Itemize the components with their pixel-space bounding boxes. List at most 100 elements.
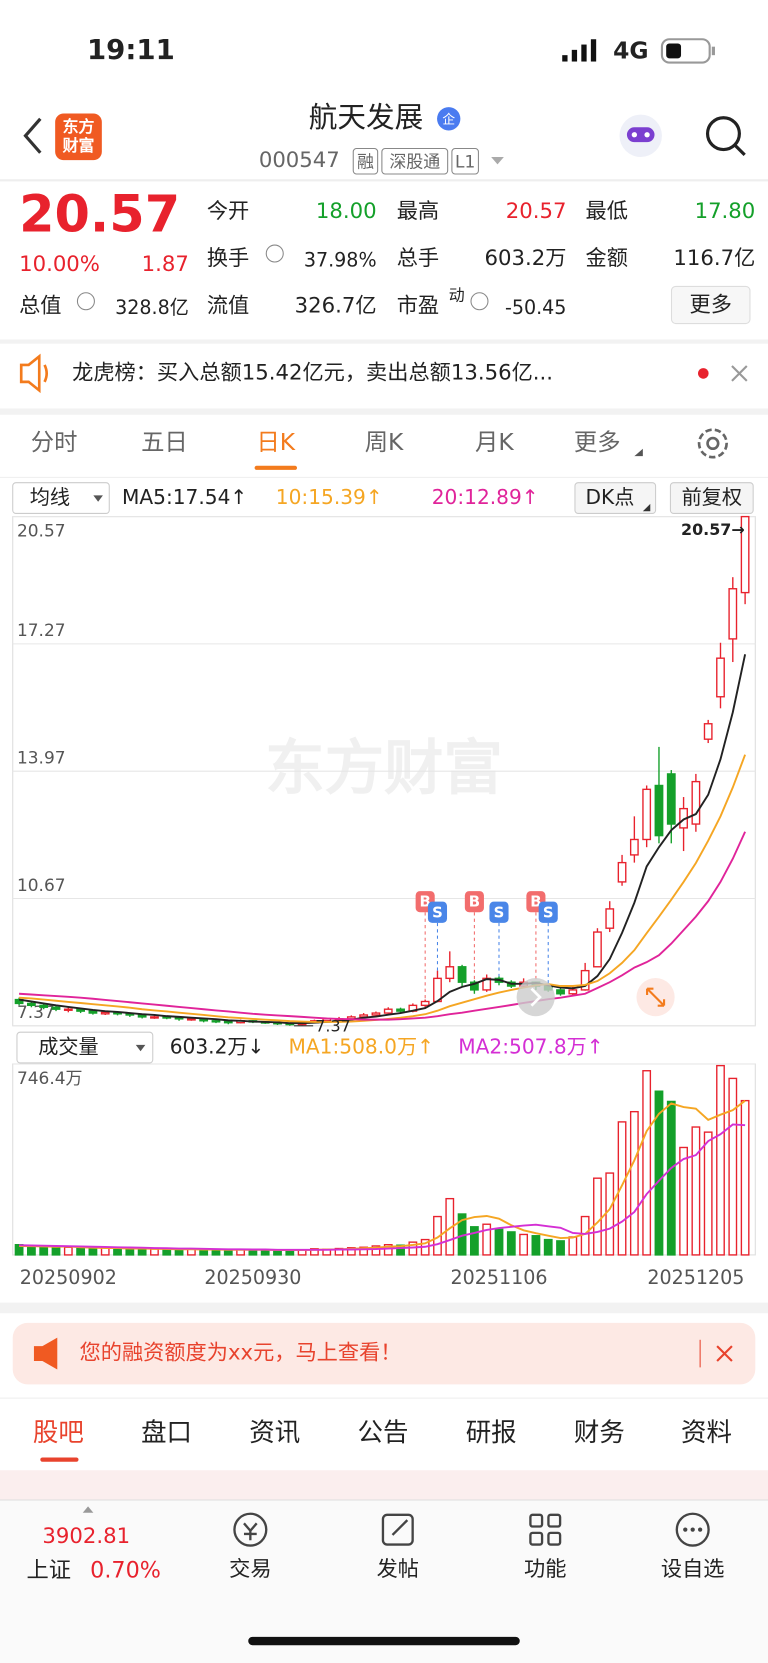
volume-bar [223, 1249, 233, 1256]
candle-body [457, 966, 467, 983]
app-logo [55, 113, 102, 161]
candle-body [445, 966, 455, 980]
info-tab[interactable]: 财务 [574, 1418, 625, 1448]
legend-ma20: 20:12.89↑ [432, 485, 539, 509]
scroll-arrow [530, 987, 542, 1007]
chart-tab[interactable]: 周K [365, 428, 404, 456]
chart-tab[interactable]: 分时 [31, 428, 78, 456]
low-label: 7.37 [315, 1016, 350, 1035]
footer-action[interactable]: 功能 [524, 1557, 566, 1582]
dropdown[interactable] [491, 156, 504, 165]
status-time: 19:11 [87, 33, 175, 66]
volume-bar [494, 1228, 504, 1256]
info-tab[interactable]: 研报 [466, 1418, 517, 1448]
field-sup: 动 [449, 285, 465, 304]
volume-bar [679, 1146, 688, 1256]
candle-body [568, 989, 578, 995]
candle-body [211, 1020, 221, 1023]
info-tab[interactable]: 公告 [358, 1418, 409, 1448]
footer-icons [233, 1512, 710, 1547]
volume-bar [666, 1100, 676, 1256]
volume-bar [310, 1248, 319, 1256]
chart-tab-active[interactable]: 日K [256, 428, 295, 456]
candle-body [14, 998, 24, 1005]
candle-body [223, 1020, 233, 1024]
info-icon[interactable] [265, 244, 284, 263]
signal-label: B [469, 893, 480, 911]
candle-body [469, 981, 479, 991]
candle-body [396, 1008, 405, 1012]
info-tab[interactable]: 资料 [681, 1418, 732, 1448]
volume-selector-label: 成交量 [38, 1035, 98, 1059]
back-button[interactable] [23, 117, 42, 154]
signal-label: B [530, 893, 541, 911]
more-button[interactable] [670, 285, 751, 325]
chart-tab[interactable]: 五日 [141, 428, 188, 456]
notice-text[interactable]: 龙虎榜：买入总额15.42亿元，卖出总额13.56亿... [72, 360, 553, 385]
candle-body [728, 588, 738, 640]
volume-bar [691, 1126, 701, 1256]
assistant-avatar[interactable] [619, 114, 662, 157]
index-change: 0.70% [90, 1558, 161, 1584]
expand-arrow[interactable] [82, 1506, 94, 1513]
field-value: 603.2万 [485, 246, 567, 271]
y-tick-label: 20.57 [17, 521, 66, 541]
dk-label: DK点 [586, 485, 635, 509]
volume-bar [125, 1248, 135, 1256]
info-tab[interactable]: 资讯 [249, 1418, 300, 1448]
y-tick-label: 10.67 [17, 876, 66, 896]
volume-bar [556, 1240, 565, 1256]
feed-strip [0, 1470, 768, 1503]
volume-bar [568, 1236, 578, 1256]
volume-bar [605, 1172, 615, 1256]
candle-body [371, 1012, 381, 1016]
close-button[interactable] [731, 365, 748, 382]
field-label: 最高 [397, 199, 439, 224]
y-tick-label: 13.97 [17, 748, 66, 768]
promo-icon [33, 1337, 58, 1370]
percent: 10.00% [19, 252, 100, 277]
settings-icon[interactable] [697, 428, 728, 459]
index-value[interactable]: 3902.81 [42, 1524, 130, 1549]
footer-action[interactable]: 设自选 [661, 1557, 725, 1582]
volume-bar [113, 1248, 122, 1256]
info-tab-active[interactable]: 股吧 [33, 1418, 84, 1448]
info-icon[interactable] [76, 292, 95, 311]
candle-body [629, 838, 639, 856]
footer-action[interactable]: 发帖 [377, 1557, 419, 1582]
stock-code: 000547 [259, 148, 340, 173]
volume-bar [396, 1244, 405, 1256]
info-icon[interactable] [470, 292, 489, 311]
candle-body [100, 1011, 110, 1015]
volume-bar [26, 1245, 36, 1256]
index-name: 上证 [27, 1558, 72, 1584]
volume-bar [39, 1246, 49, 1256]
candle-body [88, 1010, 98, 1014]
candle-body [593, 931, 602, 968]
info-tab[interactable]: 盘口 [141, 1418, 192, 1448]
adjust-button[interactable] [669, 482, 754, 514]
chart-tab[interactable]: 月K [475, 428, 514, 456]
search-button[interactable] [705, 116, 746, 157]
signal-icon [562, 39, 597, 62]
footer-action[interactable]: 交易 [229, 1557, 271, 1582]
volume-bar [88, 1247, 98, 1256]
ma-selector[interactable] [12, 482, 110, 514]
candle-body [605, 908, 615, 929]
dk-button[interactable] [574, 482, 657, 514]
field-value: 116.7亿 [673, 246, 755, 271]
battery-icon [660, 38, 715, 64]
candle-body [150, 1016, 159, 1019]
promo-close[interactable] [716, 1345, 733, 1362]
candle-body [666, 773, 676, 825]
field-value: 18.00 [316, 199, 377, 224]
legend-ma10: 10:15.39↑ [276, 485, 383, 509]
volume-bar [617, 1121, 627, 1256]
ma-line [19, 831, 746, 1021]
chart-tab[interactable]: 更多 [574, 428, 621, 456]
volume-selector[interactable] [16, 1031, 154, 1064]
promo-banner[interactable] [12, 1322, 756, 1385]
candle-body [740, 515, 750, 594]
field-value: 20.57 [506, 199, 567, 224]
